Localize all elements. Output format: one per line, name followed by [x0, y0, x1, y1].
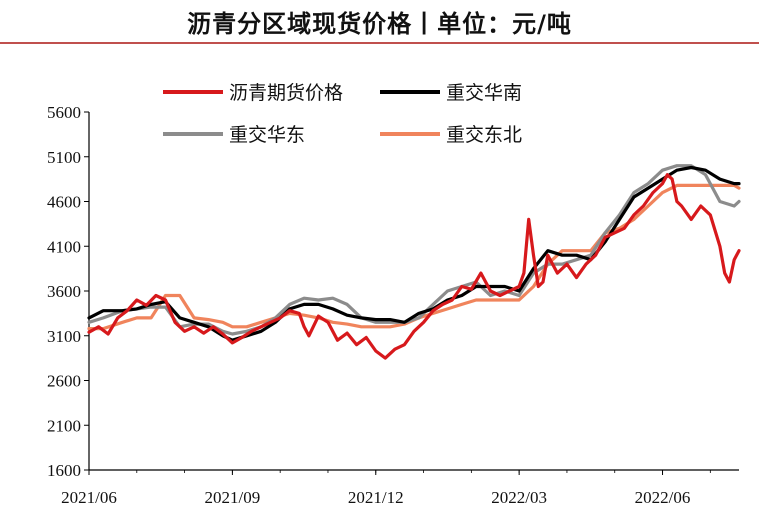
chart-series	[87, 164, 741, 360]
title-rule	[0, 42, 759, 44]
y-tick-label: 5600	[47, 103, 81, 122]
series-line-2	[87, 165, 741, 342]
chart-axes: 1600 2100 2600 3100 3600 4100 4600 5100 5600 2021…	[47, 103, 739, 507]
y-tick-label: 3600	[47, 282, 81, 301]
chart-title: 沥青分区域现货价格丨单位：元/吨	[187, 10, 572, 38]
y-tick-label: 4600	[47, 193, 81, 212]
y-tick-label: 2600	[47, 372, 81, 391]
x-tick-label: 2021/12	[348, 488, 404, 507]
x-tick-label: 2021/09	[205, 488, 261, 507]
legend-label: 沥青期货价格	[229, 82, 343, 104]
y-tick-label: 3100	[47, 327, 81, 346]
legend-label: 重交华东	[229, 124, 305, 146]
y-tick-label: 4100	[47, 237, 81, 256]
y-tick-label: 2100	[47, 416, 81, 435]
x-tick-label: 2022/06	[635, 488, 691, 507]
y-tick-label: 1600	[47, 461, 81, 480]
x-tick-label: 2021/06	[61, 488, 117, 507]
legend-label: 重交东北	[446, 124, 522, 146]
series-line-1	[87, 173, 741, 360]
legend-label: 重交华南	[446, 82, 522, 104]
y-tick-label: 5100	[47, 148, 81, 167]
x-tick-label: 2022/03	[491, 488, 547, 507]
